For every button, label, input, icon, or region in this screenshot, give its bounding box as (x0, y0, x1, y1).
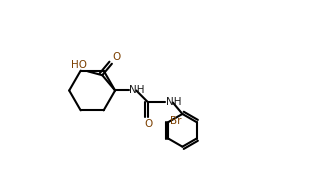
Text: HO: HO (71, 60, 87, 70)
Text: O: O (144, 119, 152, 129)
Text: Br: Br (170, 116, 181, 126)
Text: NH: NH (166, 97, 181, 107)
Text: O: O (112, 52, 121, 62)
Text: NH: NH (129, 85, 145, 95)
